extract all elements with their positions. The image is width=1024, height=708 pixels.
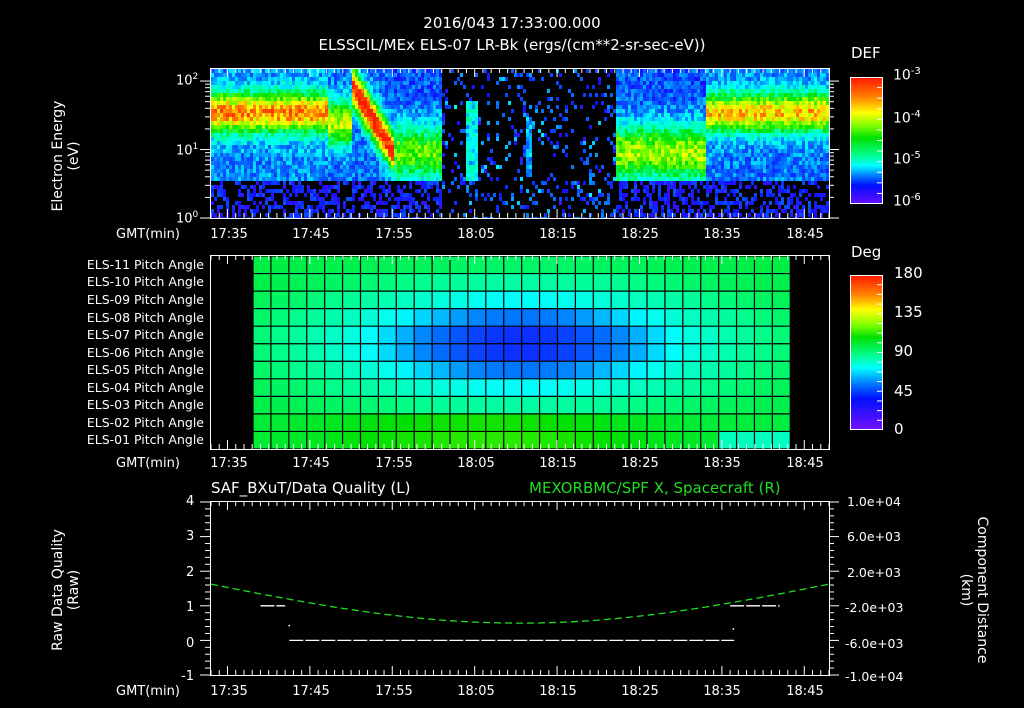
deg-tick-135: 135 — [894, 303, 923, 321]
pitch-angle-heatmap — [211, 256, 829, 449]
dq-right-ylabel: Component Distance (km) — [958, 516, 990, 664]
energy-ytick-1: 100 — [176, 210, 199, 227]
energy-ylabel: Electron Energy (eV) — [50, 100, 82, 212]
dq-plot-area — [211, 502, 829, 675]
plot-timestamp: 2016/043 17:33:00.000 — [423, 14, 601, 32]
spectrogram-image — [211, 69, 829, 218]
dq-left-title: SAF_BXuT/Data Quality (L) — [211, 479, 411, 497]
pitch-angle-image — [252, 256, 791, 449]
def-colorbar — [850, 77, 883, 204]
gmt-label-3: GMT(min) — [116, 684, 180, 699]
deg-tick-0: 0 — [894, 420, 904, 438]
gmt-label-1: GMT(min) — [116, 227, 180, 242]
energy-ytick-10: 101 — [176, 142, 199, 159]
def-tick-1e-3: 10-3 — [893, 66, 921, 84]
def-tick-1e-5: 10-5 — [893, 150, 921, 168]
dq-frame — [210, 501, 830, 676]
gmt-label-2: GMT(min) — [116, 456, 180, 471]
deg-colorbar-title: Deg — [851, 243, 882, 261]
dq-left-ylabel: Raw Data Quality (Raw) — [50, 529, 82, 651]
pitch-angle-frame — [210, 255, 830, 450]
deg-colorbar — [850, 275, 883, 430]
deg-tick-90: 90 — [894, 342, 914, 360]
dq-right-title: MEXORBMC/SPF X, Spacecraft (R) — [529, 479, 781, 497]
energy-ytick-100: 102 — [176, 72, 199, 89]
deg-tick-180: 180 — [894, 264, 923, 282]
plot-subtitle: ELSSCIL/MEx ELS-07 LR-Bk (ergs/(cm**2-sr… — [318, 36, 706, 54]
def-tick-1e-6: 10-6 — [893, 192, 921, 210]
energy-spectrogram — [211, 69, 829, 218]
energy-frame — [210, 68, 830, 219]
def-tick-1e-4: 10-4 — [893, 109, 921, 127]
dq-lines — [211, 583, 829, 642]
def-colorbar-title: DEF — [851, 44, 881, 62]
deg-tick-45: 45 — [894, 382, 914, 400]
